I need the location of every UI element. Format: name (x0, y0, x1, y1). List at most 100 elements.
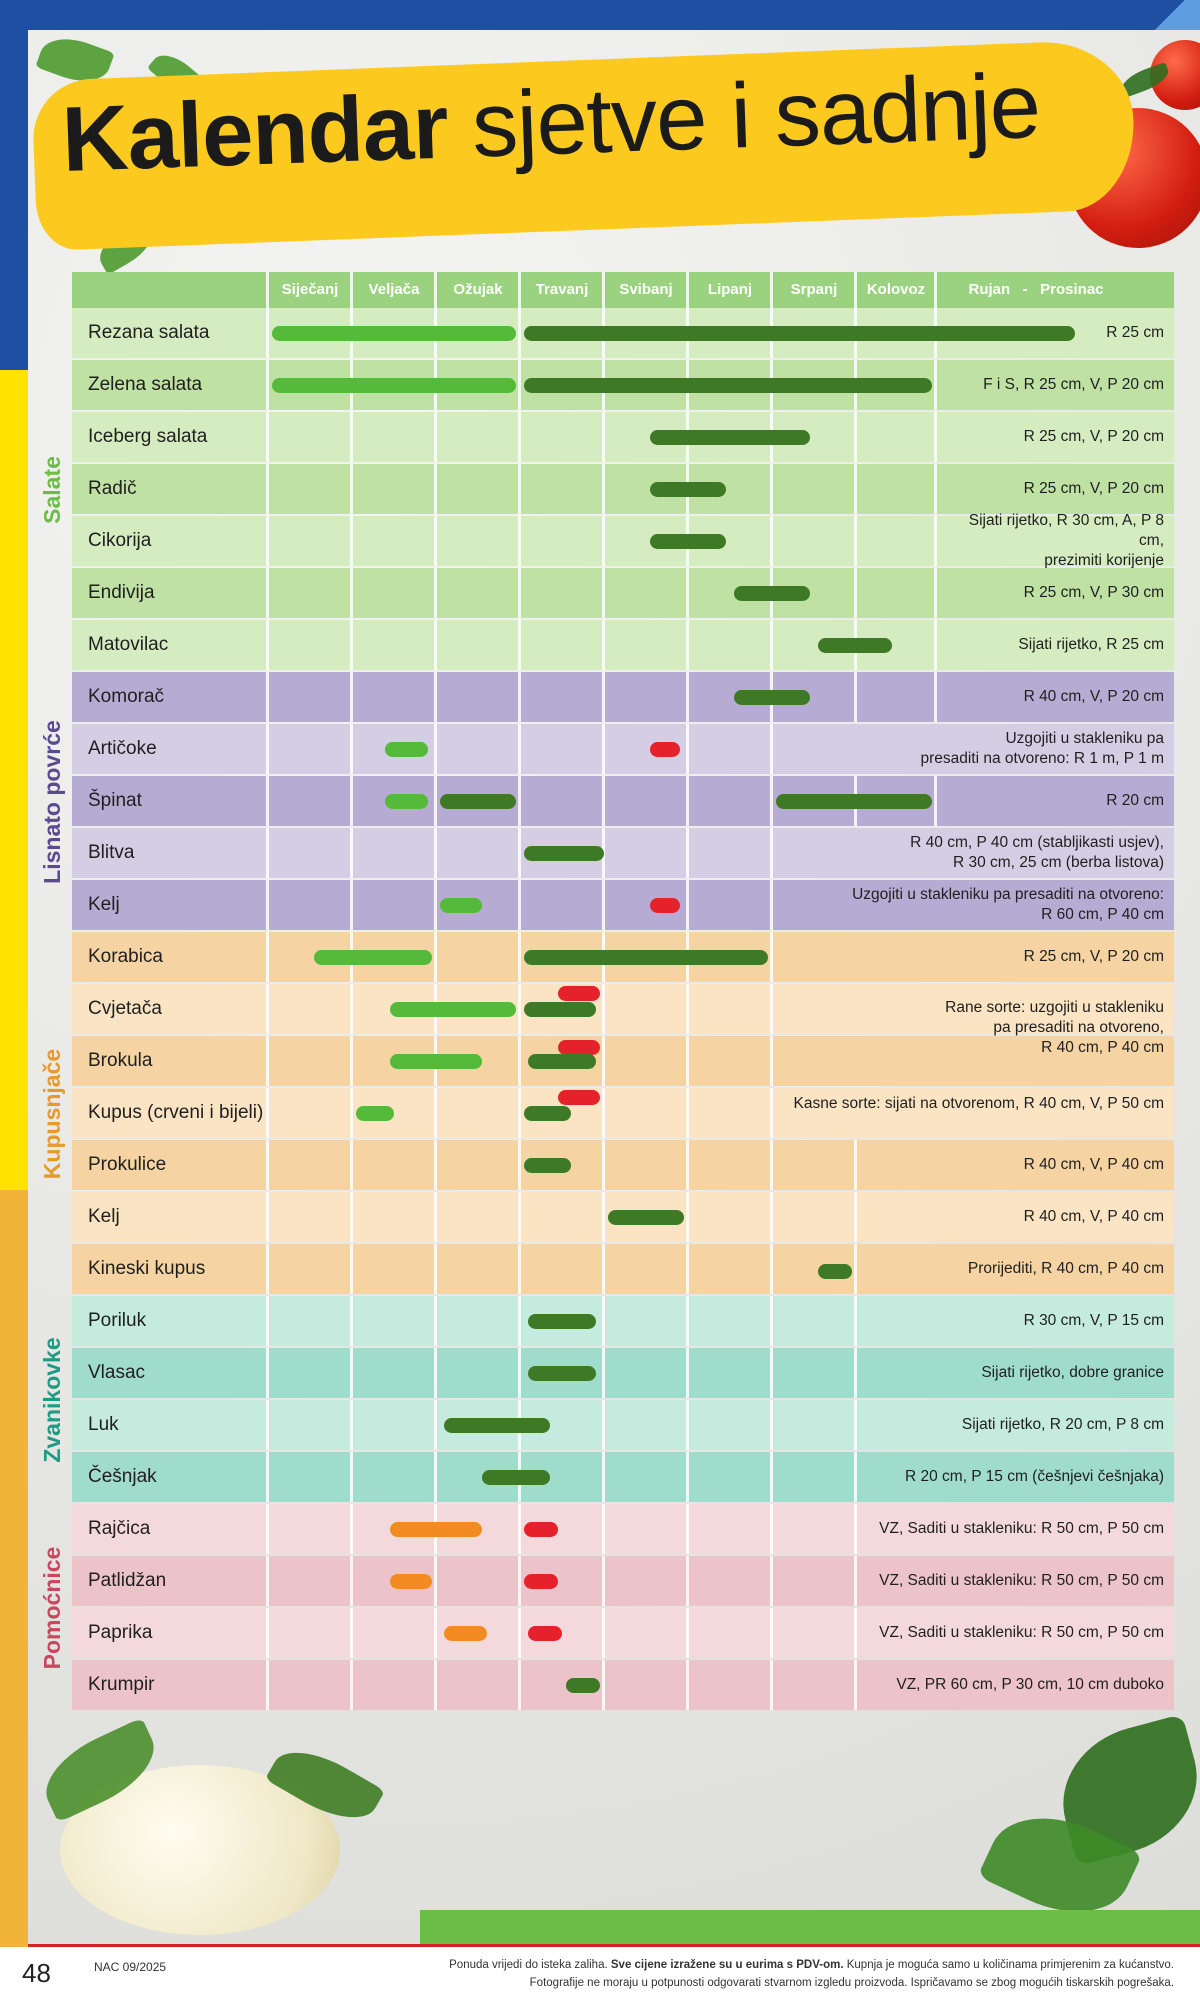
column-divider (602, 1608, 605, 1658)
column-divider (266, 308, 269, 358)
transplant-bar (557, 1039, 600, 1055)
issue-code: NAC 09/2025 (94, 1960, 167, 1974)
transplant-bar (557, 985, 600, 1001)
column-divider (770, 1192, 773, 1242)
plant-name: Češnjak (88, 1466, 157, 1487)
transplant-bar (557, 1089, 600, 1105)
outdoor-sowing-bar (776, 793, 932, 809)
column-divider (934, 464, 937, 514)
calendar-row: Prokulice R 40 cm, V, P 40 cm (72, 1140, 1174, 1190)
column-divider (266, 1452, 269, 1502)
planting-note: R 40 cm, V, P 20 cm (1023, 688, 1164, 705)
row-name-cell (72, 308, 268, 358)
row-name-cell (72, 412, 268, 462)
column-divider (518, 1192, 521, 1242)
column-divider (854, 1244, 857, 1294)
column-divider (434, 932, 437, 982)
column-divider (854, 1608, 857, 1658)
header-divider (854, 272, 857, 308)
row-name-cell (72, 516, 268, 566)
greenhouse-sowing-bar (444, 1625, 487, 1641)
indoor-sowing-bar (440, 897, 483, 913)
page-number: 48 (22, 1958, 51, 1988)
calendar-row: Patlidžan VZ, Saditi u stakleniku: R 50 c… (72, 1556, 1174, 1606)
column-divider (602, 672, 605, 722)
column-divider (518, 568, 521, 618)
outdoor-sowing-bar (524, 377, 932, 393)
left-stripe-orange (0, 1190, 28, 1950)
top-blue-bar (0, 0, 1200, 30)
column-divider (934, 776, 937, 826)
calendar-row: Krumpir VZ, PR 60 cm, P 30 cm, 10 cm dubo… (72, 1660, 1174, 1710)
transplant-bar (650, 897, 680, 913)
column-divider (854, 1348, 857, 1398)
column-divider (434, 1192, 437, 1242)
category-label: Pomoćnice (39, 1546, 65, 1670)
column-divider (434, 464, 437, 514)
transplant-bar (528, 1625, 563, 1641)
disclaimer-text: Fotografije ne moraju u potpunosti odgov… (529, 1977, 1174, 1989)
column-divider (434, 1608, 437, 1658)
calendar-row: Cikorija Sijati rijetko, R 30 cm, A, P 8 … (72, 512, 1174, 569)
column-divider (434, 1244, 437, 1294)
plant-name: Rezana salata (88, 322, 210, 343)
column-divider (854, 1556, 857, 1606)
outdoor-sowing-bar (650, 481, 726, 497)
header-divider (350, 272, 353, 308)
plant-name: Kupus (crveni i bijeli) (88, 1102, 264, 1123)
column-divider (350, 412, 353, 462)
plant-name: Korabica (88, 946, 163, 967)
column-divider (434, 1556, 437, 1606)
column-divider (434, 828, 437, 878)
row-name-cell (72, 1504, 268, 1554)
column-divider (266, 360, 269, 410)
column-divider (770, 880, 773, 930)
month-header: Svibanj (619, 281, 673, 298)
row-name-cell (72, 1244, 268, 1294)
column-divider (602, 1036, 605, 1086)
column-divider (266, 620, 269, 670)
column-divider (602, 1504, 605, 1554)
column-divider (434, 568, 437, 618)
column-divider (350, 776, 353, 826)
column-divider (686, 568, 689, 618)
calendar-row: Korabica R 25 cm, V, P 20 cm (72, 932, 1174, 982)
column-divider (434, 1140, 437, 1190)
column-divider (518, 1348, 521, 1398)
column-divider (518, 1608, 521, 1658)
column-divider (686, 880, 689, 930)
column-divider (854, 412, 857, 462)
row-name-cell (72, 1348, 268, 1398)
column-divider (518, 308, 521, 358)
column-divider (770, 1348, 773, 1398)
outdoor-sowing-bar (608, 1209, 684, 1225)
plant-name: Zelena salata (88, 374, 203, 395)
transplant-bar (524, 1573, 558, 1589)
column-divider (518, 620, 521, 670)
calendar-row: Luk Sijati rijetko, R 20 cm, P 8 cm (72, 1400, 1174, 1450)
planting-note: Uzgojiti u stakleniku pa presaditi na ot… (920, 730, 1164, 767)
row-name-cell (72, 1140, 268, 1190)
column-divider (686, 1088, 689, 1138)
plant-name: Luk (88, 1414, 119, 1435)
column-divider (602, 1244, 605, 1294)
column-divider (602, 568, 605, 618)
month-header: Travanj (535, 281, 589, 298)
column-divider (770, 776, 773, 826)
row-name-cell (72, 1088, 268, 1138)
month-header: Srpanj (790, 281, 838, 298)
indoor-sowing-bar (389, 1001, 516, 1017)
column-divider (770, 1608, 773, 1658)
planting-note: Uzgojiti u stakleniku pa presaditi na ot… (852, 886, 1164, 923)
column-divider (686, 1452, 689, 1502)
column-divider (686, 1608, 689, 1658)
column-divider (770, 1504, 773, 1554)
indoor-sowing-bar (272, 325, 516, 341)
column-divider (854, 1400, 857, 1450)
planting-note: Sijati rijetko, R 30 cm, A, P 8 cm, prez… (968, 512, 1164, 569)
column-divider (350, 1140, 353, 1190)
column-divider (770, 984, 773, 1034)
column-divider (434, 672, 437, 722)
column-divider (770, 1400, 773, 1450)
column-divider (266, 1504, 269, 1554)
